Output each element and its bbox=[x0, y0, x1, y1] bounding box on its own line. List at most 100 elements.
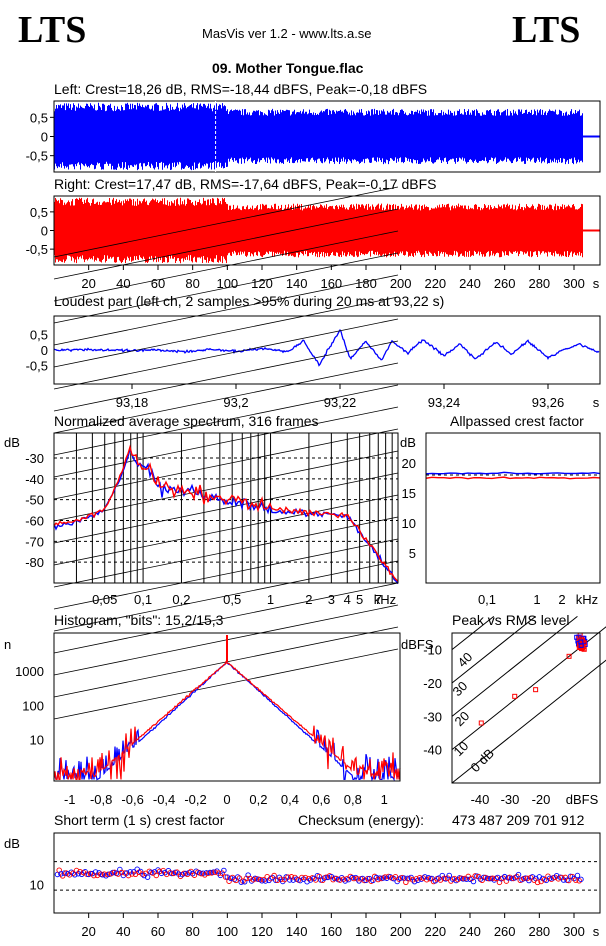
loudest-ytick: 0 bbox=[41, 343, 48, 358]
shortterm-ylabel: dB bbox=[4, 836, 20, 851]
shortterm-point bbox=[455, 876, 461, 883]
shortterm-point bbox=[299, 874, 305, 881]
peakrms-point bbox=[578, 642, 584, 648]
histogram-ytick: 1000 bbox=[15, 664, 44, 679]
shortterm-xtick: 200 bbox=[390, 924, 412, 939]
peakrms-point bbox=[512, 693, 518, 699]
spectrum-ytick: -50 bbox=[25, 493, 44, 508]
crest-ytick: 5 bbox=[409, 546, 416, 561]
peakrms-xunit: dBFS bbox=[566, 792, 599, 807]
histogram-xtick: -0,4 bbox=[153, 792, 175, 807]
shortterm-point bbox=[515, 871, 522, 878]
histogram-ytick: 10 bbox=[30, 733, 44, 748]
shortterm-point bbox=[536, 874, 543, 880]
spectrum-slope bbox=[53, 186, 399, 258]
left-waveform-ytick: 0,5 bbox=[30, 110, 48, 125]
spectrum-slope bbox=[53, 516, 399, 588]
shortterm-xtick: 100 bbox=[216, 924, 238, 939]
loudest-xtick: 93,26 bbox=[532, 395, 565, 410]
shortterm-title: Short term (1 s) crest factor bbox=[54, 812, 225, 828]
time-xtick: 260 bbox=[494, 276, 516, 291]
time-xunit: s bbox=[593, 276, 600, 291]
histogram-xtick: -0,2 bbox=[184, 792, 206, 807]
shortterm-point bbox=[169, 870, 175, 877]
shortterm-point bbox=[571, 875, 577, 882]
shortterm-point bbox=[181, 870, 187, 877]
spectrum-slope bbox=[53, 494, 399, 566]
spectrum-ytick: -70 bbox=[25, 534, 44, 549]
time-xtick: 280 bbox=[528, 276, 550, 291]
peakrms-title: Peak vs RMS level bbox=[452, 612, 570, 628]
shortterm-point bbox=[578, 876, 584, 883]
crest-ylabel: dB bbox=[400, 435, 416, 450]
shortterm-point bbox=[184, 871, 191, 878]
app-title: MasVis ver 1.2 - www.lts.a.se bbox=[202, 26, 372, 41]
right-waveform-ytick: 0 bbox=[41, 224, 48, 239]
shortterm-point bbox=[118, 869, 125, 876]
checksum-value: 473 487 209 701 912 bbox=[452, 812, 585, 828]
spectrum-ytick: -30 bbox=[25, 451, 44, 466]
shortterm-point bbox=[384, 875, 390, 881]
spectrum-slope bbox=[53, 472, 399, 544]
spectrum-right bbox=[53, 444, 399, 582]
shortterm-point bbox=[332, 875, 338, 882]
peakrms-diag bbox=[451, 615, 536, 684]
spectrum-slope bbox=[53, 384, 399, 456]
time-xtick: 300 bbox=[563, 276, 585, 291]
shortterm-point bbox=[271, 872, 277, 879]
crest-series-left bbox=[425, 471, 601, 475]
shortterm-xtick: 20 bbox=[81, 924, 95, 939]
shortterm-point bbox=[410, 877, 416, 883]
histogram-xtick: 0,2 bbox=[249, 792, 267, 807]
spectrum-slope bbox=[53, 340, 399, 412]
shortterm-xtick: 240 bbox=[459, 924, 481, 939]
shortterm-point bbox=[411, 878, 418, 885]
left-waveform-title: Left: Crest=18,26 dB, RMS=-18,44 dBFS, P… bbox=[54, 81, 428, 97]
time-xtick: 220 bbox=[424, 276, 446, 291]
loudest-part-title: Loudest part (left ch, 2 samples >95% du… bbox=[54, 293, 445, 309]
shortterm-point bbox=[144, 874, 151, 880]
right-waveform-ytick: -0,5 bbox=[26, 242, 48, 257]
histogram-xtick: -0,8 bbox=[90, 792, 112, 807]
peakrms-ytick: -10 bbox=[423, 643, 442, 658]
shortterm-point bbox=[285, 874, 291, 880]
shortterm-point bbox=[489, 875, 496, 882]
peakrms-diag bbox=[451, 615, 578, 717]
spectrum-slope bbox=[53, 318, 399, 390]
shortterm-point bbox=[311, 875, 317, 882]
histogram-ytick: 100 bbox=[22, 698, 44, 713]
loudest-xtick: 93,18 bbox=[116, 395, 149, 410]
shortterm-point bbox=[273, 877, 279, 884]
shortterm-point bbox=[117, 866, 123, 873]
shortterm-point bbox=[364, 875, 371, 882]
shortterm-xtick: 80 bbox=[185, 924, 199, 939]
loudest-ytick: 0,5 bbox=[30, 328, 48, 343]
histogram-xtick: -0,6 bbox=[121, 792, 143, 807]
crest-xtick: 2 bbox=[558, 592, 565, 607]
shortterm-xtick: 260 bbox=[494, 924, 516, 939]
loudest-xtick: 93,22 bbox=[324, 395, 357, 410]
time-xtick: 240 bbox=[459, 276, 481, 291]
shortterm-point bbox=[479, 877, 485, 884]
shortterm-point bbox=[494, 874, 501, 881]
shortterm-xtick: 160 bbox=[320, 924, 342, 939]
shortterm-point bbox=[468, 875, 475, 882]
shortterm-point bbox=[481, 874, 487, 881]
shortterm-point bbox=[325, 874, 331, 881]
shortterm-point bbox=[446, 872, 452, 879]
histogram-xtick: 0,8 bbox=[344, 792, 362, 807]
peakrms-point bbox=[478, 720, 484, 726]
crest-frame bbox=[425, 432, 601, 584]
loudest-xunit: s bbox=[593, 395, 600, 410]
peakrms-point bbox=[574, 634, 580, 640]
shortterm-frame bbox=[53, 832, 601, 914]
spectrum-xtick: 7 bbox=[375, 592, 382, 607]
shortterm-point bbox=[222, 874, 229, 880]
histogram-right bbox=[53, 660, 401, 781]
shortterm-point bbox=[508, 875, 515, 882]
spectrum-xtick: 5 bbox=[356, 592, 363, 607]
left-waveform-ytick: 0 bbox=[41, 130, 48, 145]
spectrum-ytick: -80 bbox=[25, 555, 44, 570]
time-xtick: 120 bbox=[251, 276, 273, 291]
